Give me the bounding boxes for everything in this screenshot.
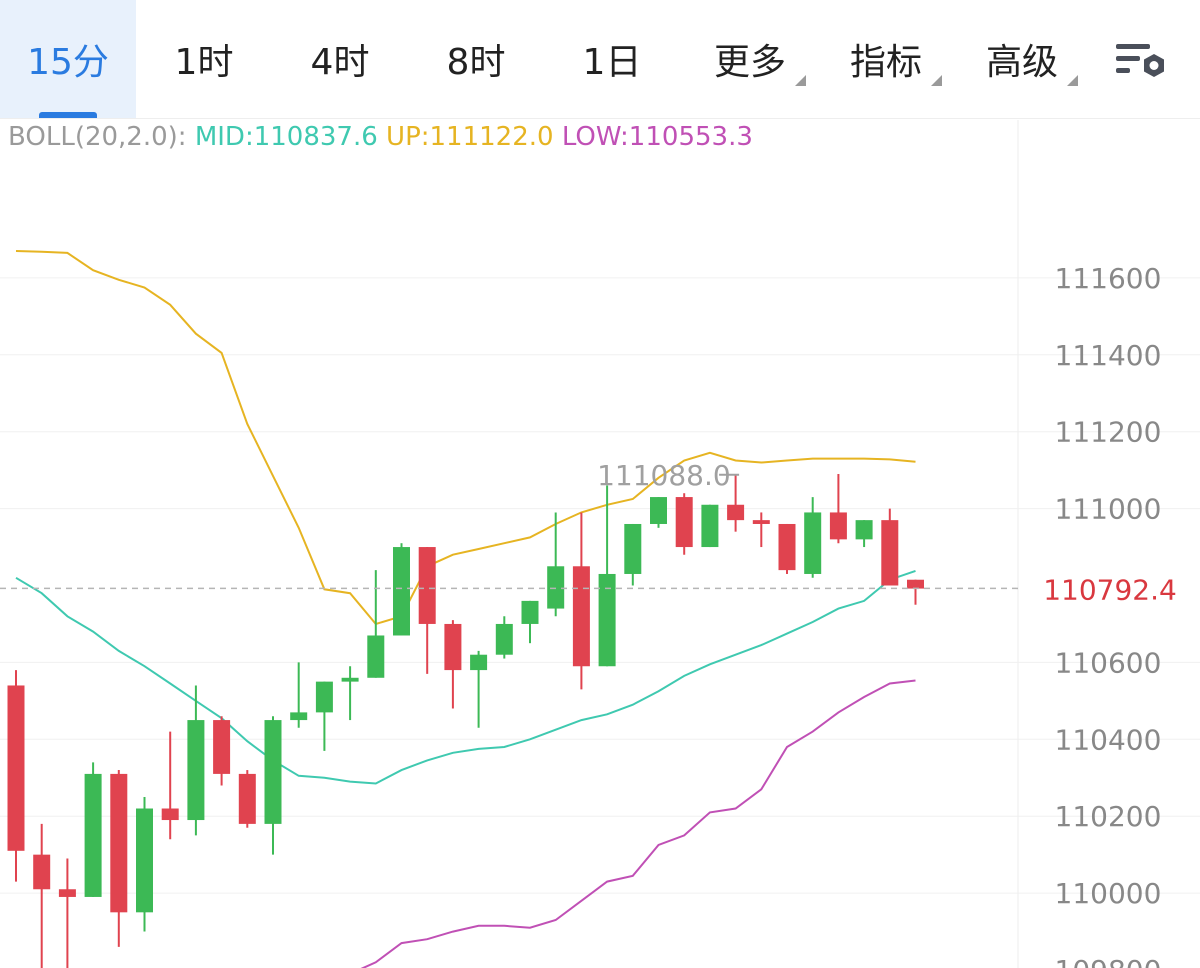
tab-1hour[interactable]: 1时: [136, 0, 272, 118]
candle-body: [110, 773, 128, 913]
candle-body: [778, 523, 796, 571]
candle-body: [881, 520, 899, 586]
candle-body: [367, 635, 385, 678]
advanced-dropdown[interactable]: 高级: [962, 0, 1082, 118]
candle-body: [804, 512, 822, 574]
y-tick-label: 110400: [1055, 723, 1162, 756]
candle-body: [675, 497, 693, 548]
candle-body: [907, 579, 924, 589]
boll-low-value: LOW:110553.3: [561, 122, 753, 152]
candle-body: [84, 773, 102, 897]
y-tick-label: 109800: [1055, 954, 1162, 968]
tab-8hour[interactable]: 8时: [408, 0, 544, 118]
candles: 111088.0: [7, 459, 924, 968]
chart-settings-icon: [1116, 44, 1164, 77]
tab-label: 4时: [310, 42, 370, 83]
candle-body: [290, 712, 308, 721]
dropdown-corner-icon: [1067, 75, 1078, 86]
high-price-marker: 111088.0: [597, 459, 731, 492]
candle-body: [58, 889, 76, 897]
candle-body: [418, 547, 436, 624]
tab-4hour[interactable]: 4时: [272, 0, 408, 118]
candle-body: [624, 523, 642, 574]
candle-body: [213, 720, 231, 774]
boll-low-line: [360, 679, 916, 968]
y-tick-label: 110600: [1055, 646, 1162, 679]
tab-15min[interactable]: 15分: [0, 0, 136, 118]
candle-body: [572, 566, 590, 667]
candle-body: [33, 854, 51, 890]
boll-up-value: UP:111122.0: [386, 122, 554, 152]
candle-body: [238, 773, 256, 824]
y-tick-label: 111000: [1055, 493, 1162, 526]
y-tick-label: 110000: [1055, 877, 1162, 910]
candle-body: [598, 573, 616, 667]
current-price-label: 110792.4: [1043, 573, 1177, 606]
candle-body: [136, 808, 153, 913]
candle-body: [161, 808, 179, 821]
active-tab-indicator: [39, 112, 97, 118]
candle-body: [341, 677, 359, 682]
candle-body: [444, 623, 462, 671]
advanced-label: 高级: [985, 42, 1058, 83]
tab-label: 1时: [174, 42, 234, 83]
candle-body: [650, 497, 667, 524]
candle-body: [855, 520, 873, 540]
more-dropdown[interactable]: 更多: [690, 0, 810, 118]
boll-name: BOLL(20,2.0):: [8, 122, 187, 152]
more-label: 更多: [713, 42, 786, 83]
candle-body: [752, 520, 770, 524]
candle-body: [315, 681, 333, 713]
tab-label: 8时: [446, 42, 506, 83]
boll-legend: BOLL(20,2.0): MID:110837.6 UP:111122.0 L…: [8, 122, 753, 152]
interval-toolbar: 15分 1时 4时 8时 1日 更多 指标 高级: [0, 0, 1200, 119]
boll-mid-value: MID:110837.6: [194, 122, 378, 152]
candle-body: [264, 720, 282, 824]
dropdown-corner-icon: [931, 75, 942, 86]
candle-body: [727, 504, 745, 521]
grid-lines: 111600 111400 111200 111000 110600 110400 1102…: [0, 120, 1200, 968]
candle-body: [521, 600, 539, 624]
y-tick-label: 111200: [1055, 416, 1162, 449]
y-tick-label: 110200: [1055, 800, 1162, 833]
tab-label: 1日: [582, 42, 642, 83]
y-tick-label: 111400: [1055, 339, 1162, 372]
tab-1day[interactable]: 1日: [544, 0, 680, 118]
candle-body: [470, 654, 488, 671]
candle-body: [393, 547, 410, 636]
y-tick-label: 111600: [1055, 262, 1162, 295]
dropdown-corner-icon: [795, 75, 806, 86]
candle-body: [701, 504, 719, 548]
candle-body: [495, 623, 513, 655]
indicator-label: 指标: [849, 42, 922, 83]
candle-body: [829, 512, 847, 540]
boll-up-line: [15, 250, 916, 626]
chart-settings-button[interactable]: [1110, 36, 1174, 86]
indicator-dropdown[interactable]: 指标: [826, 0, 946, 118]
candle-body: [547, 566, 565, 609]
candle-body: [7, 685, 25, 851]
boll-mid-line: [15, 569, 916, 785]
current-price-box: [1020, 566, 1200, 611]
tab-label: 15分: [27, 42, 109, 83]
candle-body: [187, 720, 205, 821]
